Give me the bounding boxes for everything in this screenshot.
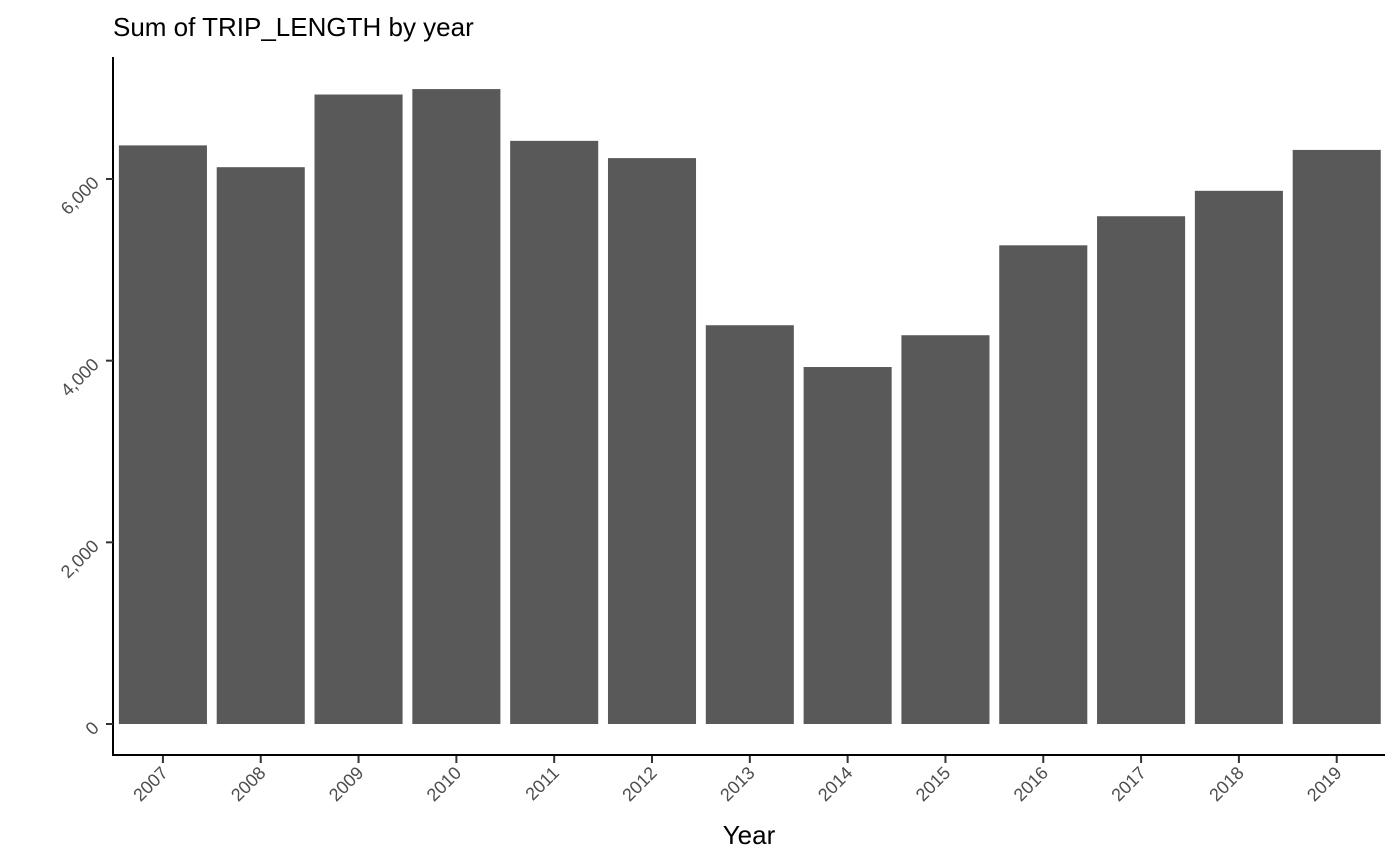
x-tick-label: 2015 [912, 763, 954, 805]
x-tick-label: 2012 [618, 763, 660, 805]
x-tick-label: 2010 [423, 763, 465, 805]
y-tick-label: 4,000 [57, 354, 103, 400]
bar-2017 [1097, 216, 1186, 725]
x-tick-label: 2014 [814, 763, 856, 805]
bar-2018 [1194, 190, 1283, 724]
chart-title: Sum of TRIP_LENGTH by year [113, 12, 474, 42]
bar-2014 [803, 367, 892, 724]
x-tick-label: 2007 [129, 763, 171, 805]
x-tick-label: 2009 [325, 763, 367, 805]
y-tick-label: 0 [82, 718, 103, 739]
x-tick-label: 2013 [716, 763, 758, 805]
bar-2009 [314, 94, 403, 724]
x-axis-ticks: 2007 2008 2009 2010 2011 2012 2013 2014 2015 2016… [129, 756, 1346, 805]
bar-2015 [901, 335, 990, 724]
x-tick-label: 2016 [1010, 763, 1052, 805]
x-tick-label: 2008 [227, 763, 269, 805]
y-axis-ticks: 0 2,000 4,000 6,000 [57, 173, 113, 739]
x-tick-label: 2011 [521, 763, 563, 805]
x-tick-label: 2019 [1303, 763, 1345, 805]
bar-2010 [412, 89, 501, 724]
bar-2012 [607, 158, 697, 725]
bar-2008 [216, 167, 305, 724]
x-tick-label: 2018 [1205, 763, 1247, 805]
bar-2007 [118, 145, 207, 724]
bar-2019 [1292, 149, 1381, 724]
y-tick-label: 2,000 [57, 536, 103, 582]
y-tick-label: 6,000 [57, 173, 103, 219]
x-axis-title: Year [723, 820, 776, 850]
bar-2011 [510, 140, 599, 725]
bar-2013 [705, 325, 794, 724]
bars-group [118, 89, 1381, 725]
x-tick-label: 2017 [1107, 763, 1149, 805]
bar-2016 [999, 245, 1088, 724]
